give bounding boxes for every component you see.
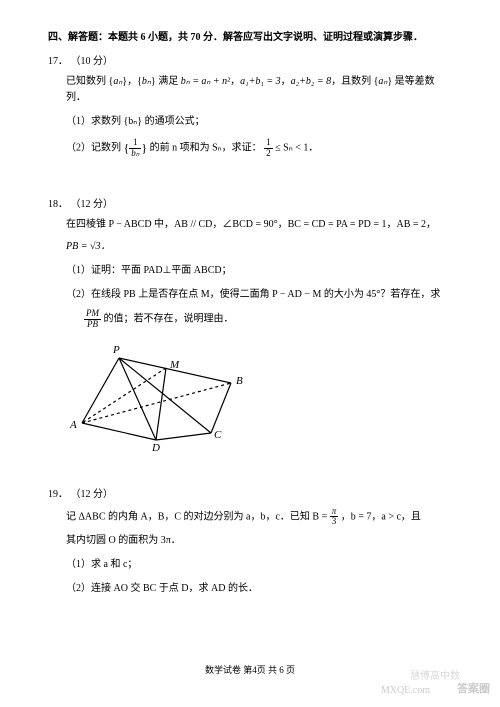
watermark-1: 答案圈 [457,681,490,699]
problem-18: 18． （12 分） 在四棱锥 P − ABCD 中，AB // CD，∠BCD… [48,197,452,459]
problem-19: 19． （12 分） 记 ΔABC 的内角 A，B，C 的对边分别为 a，b，c… [48,487,452,598]
label-M: M [169,359,180,371]
problem-19-body: 记 ΔABC 的内角 A，B，C 的对边分别为 a，b，c．已知 B = π3 … [66,507,452,598]
problem-17-body: 已知数列 {aₙ}，{bₙ} 满足 bₙ = aₙ + n²，a₁+b₁ = 3… [66,74,452,159]
p17-text-d: ， [230,76,240,87]
p19-frac: π3 [330,507,339,528]
pyramid-diagram-svg: P M B C D A [66,338,256,453]
label-A: A [69,419,77,431]
label-P: P [112,344,120,356]
p19-line2: 其内切圆 O 的面积为 3π． [66,533,452,549]
p17-text-e: ， [281,76,291,87]
p17-sub2-frac1-den: bₙ [129,149,141,159]
p17-text-a: 已知数列 { [66,76,113,87]
p19-line1-a: 记 ΔABC 的内角 A，B，C 的对边分别为 a，b，c．已知 B = [66,511,330,522]
p17-sub2-b: 的前 n 项和为 Sₙ，求证： [150,143,262,154]
label-C: C [214,429,222,441]
p17-text-f: ，且数列 { [331,76,378,87]
p17-eq3: a₂+b₂ = 8 [291,76,331,87]
p17-eq1-l: bₙ [181,76,190,87]
p18-line1: 在四棱锥 P − ABCD 中，AB // CD，∠BCD = 90°，BC =… [66,217,452,233]
problem-19-num: 19． [48,489,68,500]
p19-line1-b: ，b = 7，a > c，且 [341,511,421,522]
problem-19-points: （12 分） [71,489,114,500]
p18-line2: PB = √3． [66,239,452,255]
problem-18-body: 在四棱锥 P − ABCD 中，AB // CD，∠BCD = 90°，BC =… [66,217,452,459]
p17-sub2-frac2-den: 2 [264,149,273,159]
p17-eq1-r: = aₙ + n² [190,76,230,87]
p18-sub2-frac-den: PB [84,320,101,330]
p17-an-1: aₙ [113,76,122,87]
p18-sub2-frac: PMPB [84,309,101,330]
problem-17: 17． （10 分） 已知数列 {aₙ}，{bₙ} 满足 bₙ = aₙ + n… [48,54,452,159]
p18-sub1: （1）证明：平面 PAD⊥平面 ABCD； [66,263,452,279]
p18-diagram: P M B C D A [66,338,452,459]
problem-18-num: 18． [48,199,68,210]
p19-frac-den: 3 [330,517,339,527]
p19-sub1: （1）求 a 和 c； [66,557,452,573]
p17-sub2-frac1: 1bₙ [129,138,141,159]
p17-text-c: } 满足 [151,76,178,87]
p17-eq2: a₁+b₁ = 3 [240,76,280,87]
p19-sub2: （2）连接 AO 交 BC 于点 D，求 AD 的长． [66,581,452,597]
problem-17-num: 17． [48,56,68,67]
problem-18-points: （12 分） [71,199,114,210]
p17-sub2-c: ≤ Sₙ < 1． [275,143,318,154]
label-D: D [151,442,160,453]
p17-sub1: （1）求数列 {bₙ} 的通项公式； [66,114,452,130]
p17-text-b: }，{ [122,76,142,87]
p17-sub2-frac2: 12 [264,138,273,159]
p17-sub2-a: （2）记数列 [66,143,121,154]
problem-17-points: （10 分） [71,56,114,67]
p18-sub2-b: 的值；若不存在，说明理由． [104,313,234,324]
p17-sub2-brace2: } [141,139,147,158]
section-header: 四、解答题：本题共 6 小题，共 70 分．解答应写出文字说明、证明过程或演算步… [48,30,452,46]
label-B: B [236,375,243,387]
p17-bn-1: bₙ [142,76,151,87]
watermark-3: MXQE.com [381,683,430,699]
p18-sub2-a: （2）在线段 PB 上是否存在点 M，使得二面角 P − AD − M 的大小为… [66,289,440,300]
